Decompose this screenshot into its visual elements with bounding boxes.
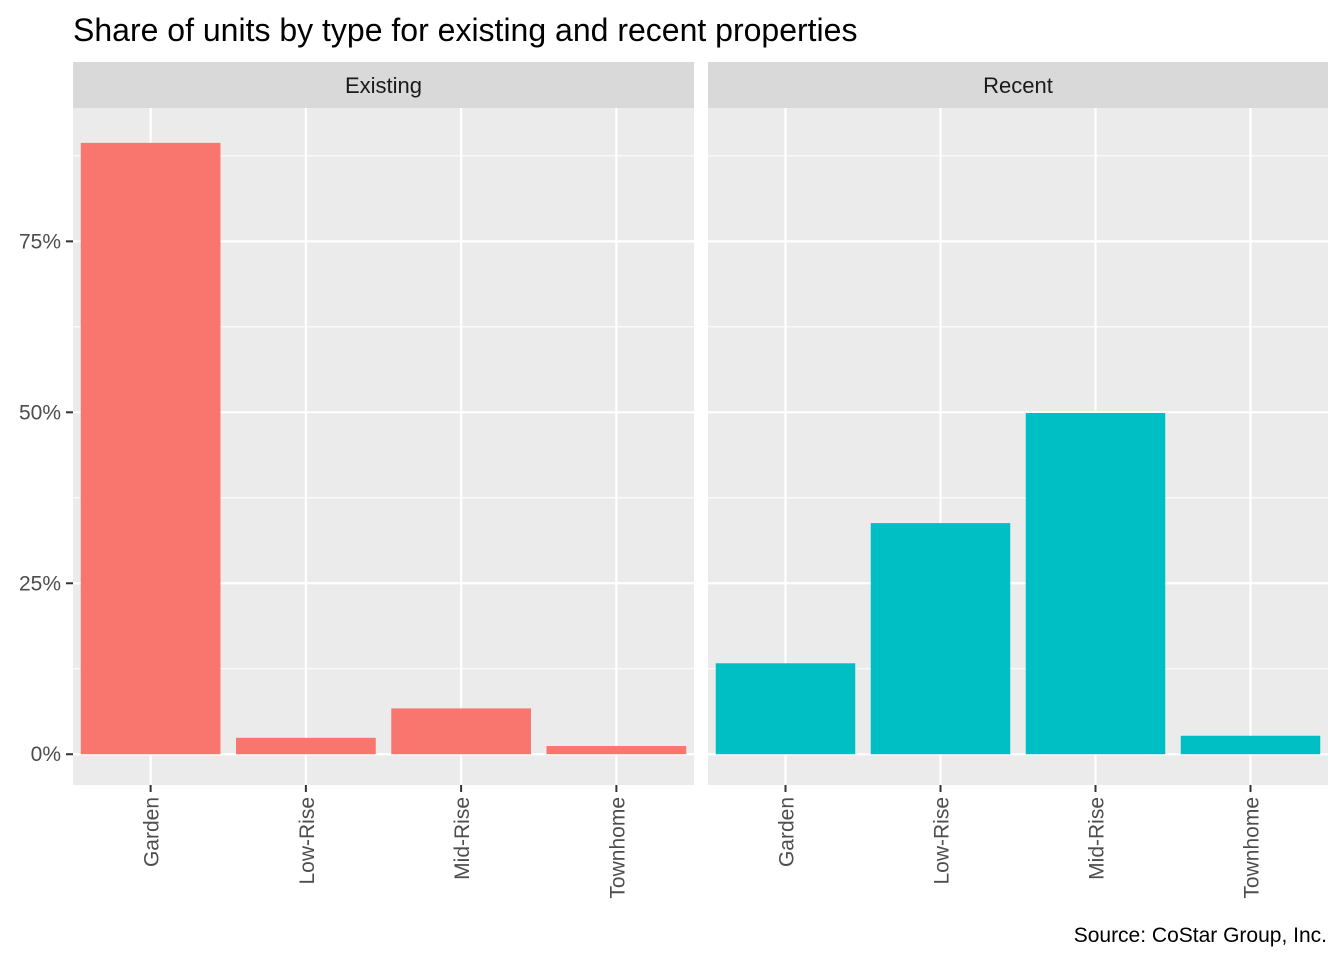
y-tick-label: 0% [31,743,61,766]
bar-mid-rise [391,708,531,755]
facet-strip-label: Existing [345,73,422,98]
facet-strip-background [73,62,694,108]
x-tick-label: Mid-Rise [1086,797,1109,880]
bar-townhome [1180,735,1321,755]
x-tick-label: Townhome [1241,797,1264,899]
x-tick-label: Low-Rise [296,797,319,885]
facet-panel-existing: Existing Garden Low-Rise Mid-Rise Townhome [73,62,694,899]
x-tick-label: Townhome [606,797,629,899]
bar-low-rise [236,737,376,755]
facet-strip-label: Recent [983,73,1053,98]
x-tick-label: Garden [141,797,164,867]
bar-townhome [546,746,687,755]
y-tick-label: 25% [19,572,61,595]
bar-garden [715,663,856,755]
x-tick-label: Garden [776,797,799,867]
facet-strip-background [708,62,1328,108]
facet-panel-recent: Recent Garden Low-Rise Mid-Rise Townhome [708,62,1328,899]
x-tick-label: Low-Rise [931,797,954,885]
x-tick-label: Mid-Rise [451,797,474,880]
bar-mid-rise [1025,412,1166,755]
y-axis: 0% 25% 50% 75% [19,230,73,766]
bar-low-rise [870,523,1011,755]
y-tick-label: 50% [19,401,61,424]
y-tick-label: 75% [19,230,61,253]
chart-title: Share of units by type for existing and … [73,12,857,48]
bar-garden [80,142,221,755]
chart-caption: Source: CoStar Group, Inc. [1074,924,1327,947]
